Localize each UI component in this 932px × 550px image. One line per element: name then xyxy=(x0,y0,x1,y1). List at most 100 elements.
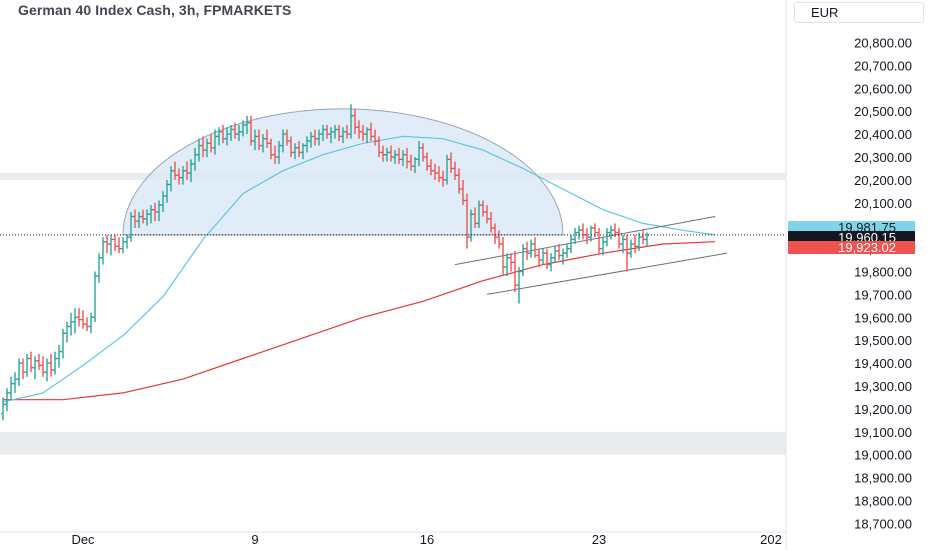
ohlc-bar xyxy=(517,266,521,304)
ohlc-bar xyxy=(269,138,273,160)
ohlc-bar xyxy=(385,147,389,162)
ohlc-bar xyxy=(141,209,145,224)
ohlc-bar xyxy=(273,145,277,164)
y-tick-label: 18,700.00 xyxy=(854,516,912,531)
y-tick-label: 20,100.00 xyxy=(854,196,912,211)
ohlc-bar xyxy=(309,131,313,148)
ohlc-bar xyxy=(625,234,629,272)
ohlc-bar xyxy=(573,227,577,245)
ohlc-bar xyxy=(417,140,421,167)
ohlc-bar xyxy=(481,200,485,217)
ohlc-bar xyxy=(345,124,349,139)
ohlc-bar xyxy=(65,321,69,343)
price-label-tag xyxy=(788,231,915,244)
ohlc-bar xyxy=(317,129,321,146)
ohlc-bar xyxy=(357,120,361,139)
currency-selector[interactable]: EUR xyxy=(794,2,924,23)
ohlc-bar xyxy=(237,124,241,141)
ohlc-bar xyxy=(105,234,109,254)
ohlc-bar xyxy=(157,200,161,222)
ohlc-bar xyxy=(49,353,53,377)
ohlc-bar xyxy=(425,152,429,171)
ohlc-bar xyxy=(505,253,509,277)
ohlc-bar xyxy=(133,209,137,228)
y-tick-label: 19,500.00 xyxy=(854,333,912,348)
ohlc-bar xyxy=(469,209,473,242)
ohlc-bar xyxy=(165,179,169,203)
ohlc-bar xyxy=(21,358,25,380)
ohlc-bar xyxy=(577,225,581,240)
ohlc-bar xyxy=(17,358,21,386)
ohlc-bar xyxy=(205,138,209,157)
ohlc-bar xyxy=(525,241,529,261)
ohlc-bar xyxy=(401,150,405,167)
ohlc-bar xyxy=(217,127,221,146)
y-tick-label: 20,800.00 xyxy=(854,36,912,51)
ohlc-bar xyxy=(97,253,101,283)
ohlc-bar xyxy=(93,271,97,322)
ohlc-bar xyxy=(137,211,141,228)
ohlc-bar xyxy=(397,147,401,164)
y-tick-label: 19,400.00 xyxy=(854,356,912,371)
ohlc-bar xyxy=(393,150,397,164)
ohlc-bar xyxy=(641,230,645,245)
ohlc-bar xyxy=(549,253,553,272)
chart-title: German 40 Index Cash, 3h, FPMARKETS xyxy=(18,2,292,18)
ohlc-bar xyxy=(169,166,173,192)
ohlc-bar xyxy=(477,200,481,228)
ohlc-bar xyxy=(209,134,213,153)
ohlc-bar xyxy=(329,127,333,144)
ohlc-bar xyxy=(57,344,61,368)
ohlc-bar xyxy=(569,234,573,254)
ohlc-bar xyxy=(365,127,369,144)
ohlc-bar xyxy=(373,129,377,146)
ohlc-bar xyxy=(297,140,301,157)
price-label-tag xyxy=(788,241,915,254)
ohlc-bar xyxy=(61,328,65,359)
ohlc-bar xyxy=(341,127,345,144)
ohlc-bar xyxy=(621,234,625,254)
ohlc-bar xyxy=(233,122,237,139)
ohlc-bar xyxy=(73,308,77,334)
ohlc-bar xyxy=(25,353,29,377)
ohlc-bar xyxy=(153,202,157,222)
fast-moving-average-line xyxy=(2,135,716,403)
y-tick-label: 19,300.00 xyxy=(854,379,912,394)
y-tick-label: 20,400.00 xyxy=(854,127,912,142)
ohlc-bar xyxy=(89,312,93,334)
ohlc-bar xyxy=(33,356,37,380)
ohlc-bar xyxy=(13,372,17,393)
ohlc-bar xyxy=(5,388,9,412)
channel-lower-line xyxy=(486,252,728,295)
y-tick-label: 19,700.00 xyxy=(854,287,912,302)
ohlc-bar xyxy=(381,145,385,162)
ohlc-bar xyxy=(301,143,305,160)
ohlc-bar xyxy=(361,124,365,141)
ohlc-bar xyxy=(629,239,633,258)
ohlc-bar xyxy=(1,397,5,421)
ohlc-bar xyxy=(601,237,605,256)
ohlc-bar xyxy=(193,147,197,171)
ohlc-bar xyxy=(305,136,309,153)
ohlc-bar xyxy=(497,230,501,249)
ohlc-bar xyxy=(557,244,561,261)
ohlc-bar xyxy=(421,143,425,162)
ohlc-bar xyxy=(181,166,185,185)
ohlc-bar xyxy=(53,351,57,375)
price-label-text: 19,923.02 xyxy=(838,240,896,255)
ohlc-bar xyxy=(465,193,469,249)
ohlc-bar xyxy=(485,205,489,224)
ohlc-bar xyxy=(257,129,261,151)
x-tick-label: 23 xyxy=(592,532,606,547)
ohlc-bar xyxy=(197,138,201,162)
ohlc-bar xyxy=(101,237,105,265)
ohlc-bar xyxy=(501,237,505,277)
ohlc-bar xyxy=(389,145,393,162)
ohlc-bar xyxy=(353,108,357,135)
ohlc-bar xyxy=(537,248,541,267)
ohlc-bar xyxy=(129,211,133,242)
ohlc-bar xyxy=(117,237,121,254)
y-tick-label: 19,000.00 xyxy=(854,448,912,463)
ohlc-bar xyxy=(213,129,217,155)
